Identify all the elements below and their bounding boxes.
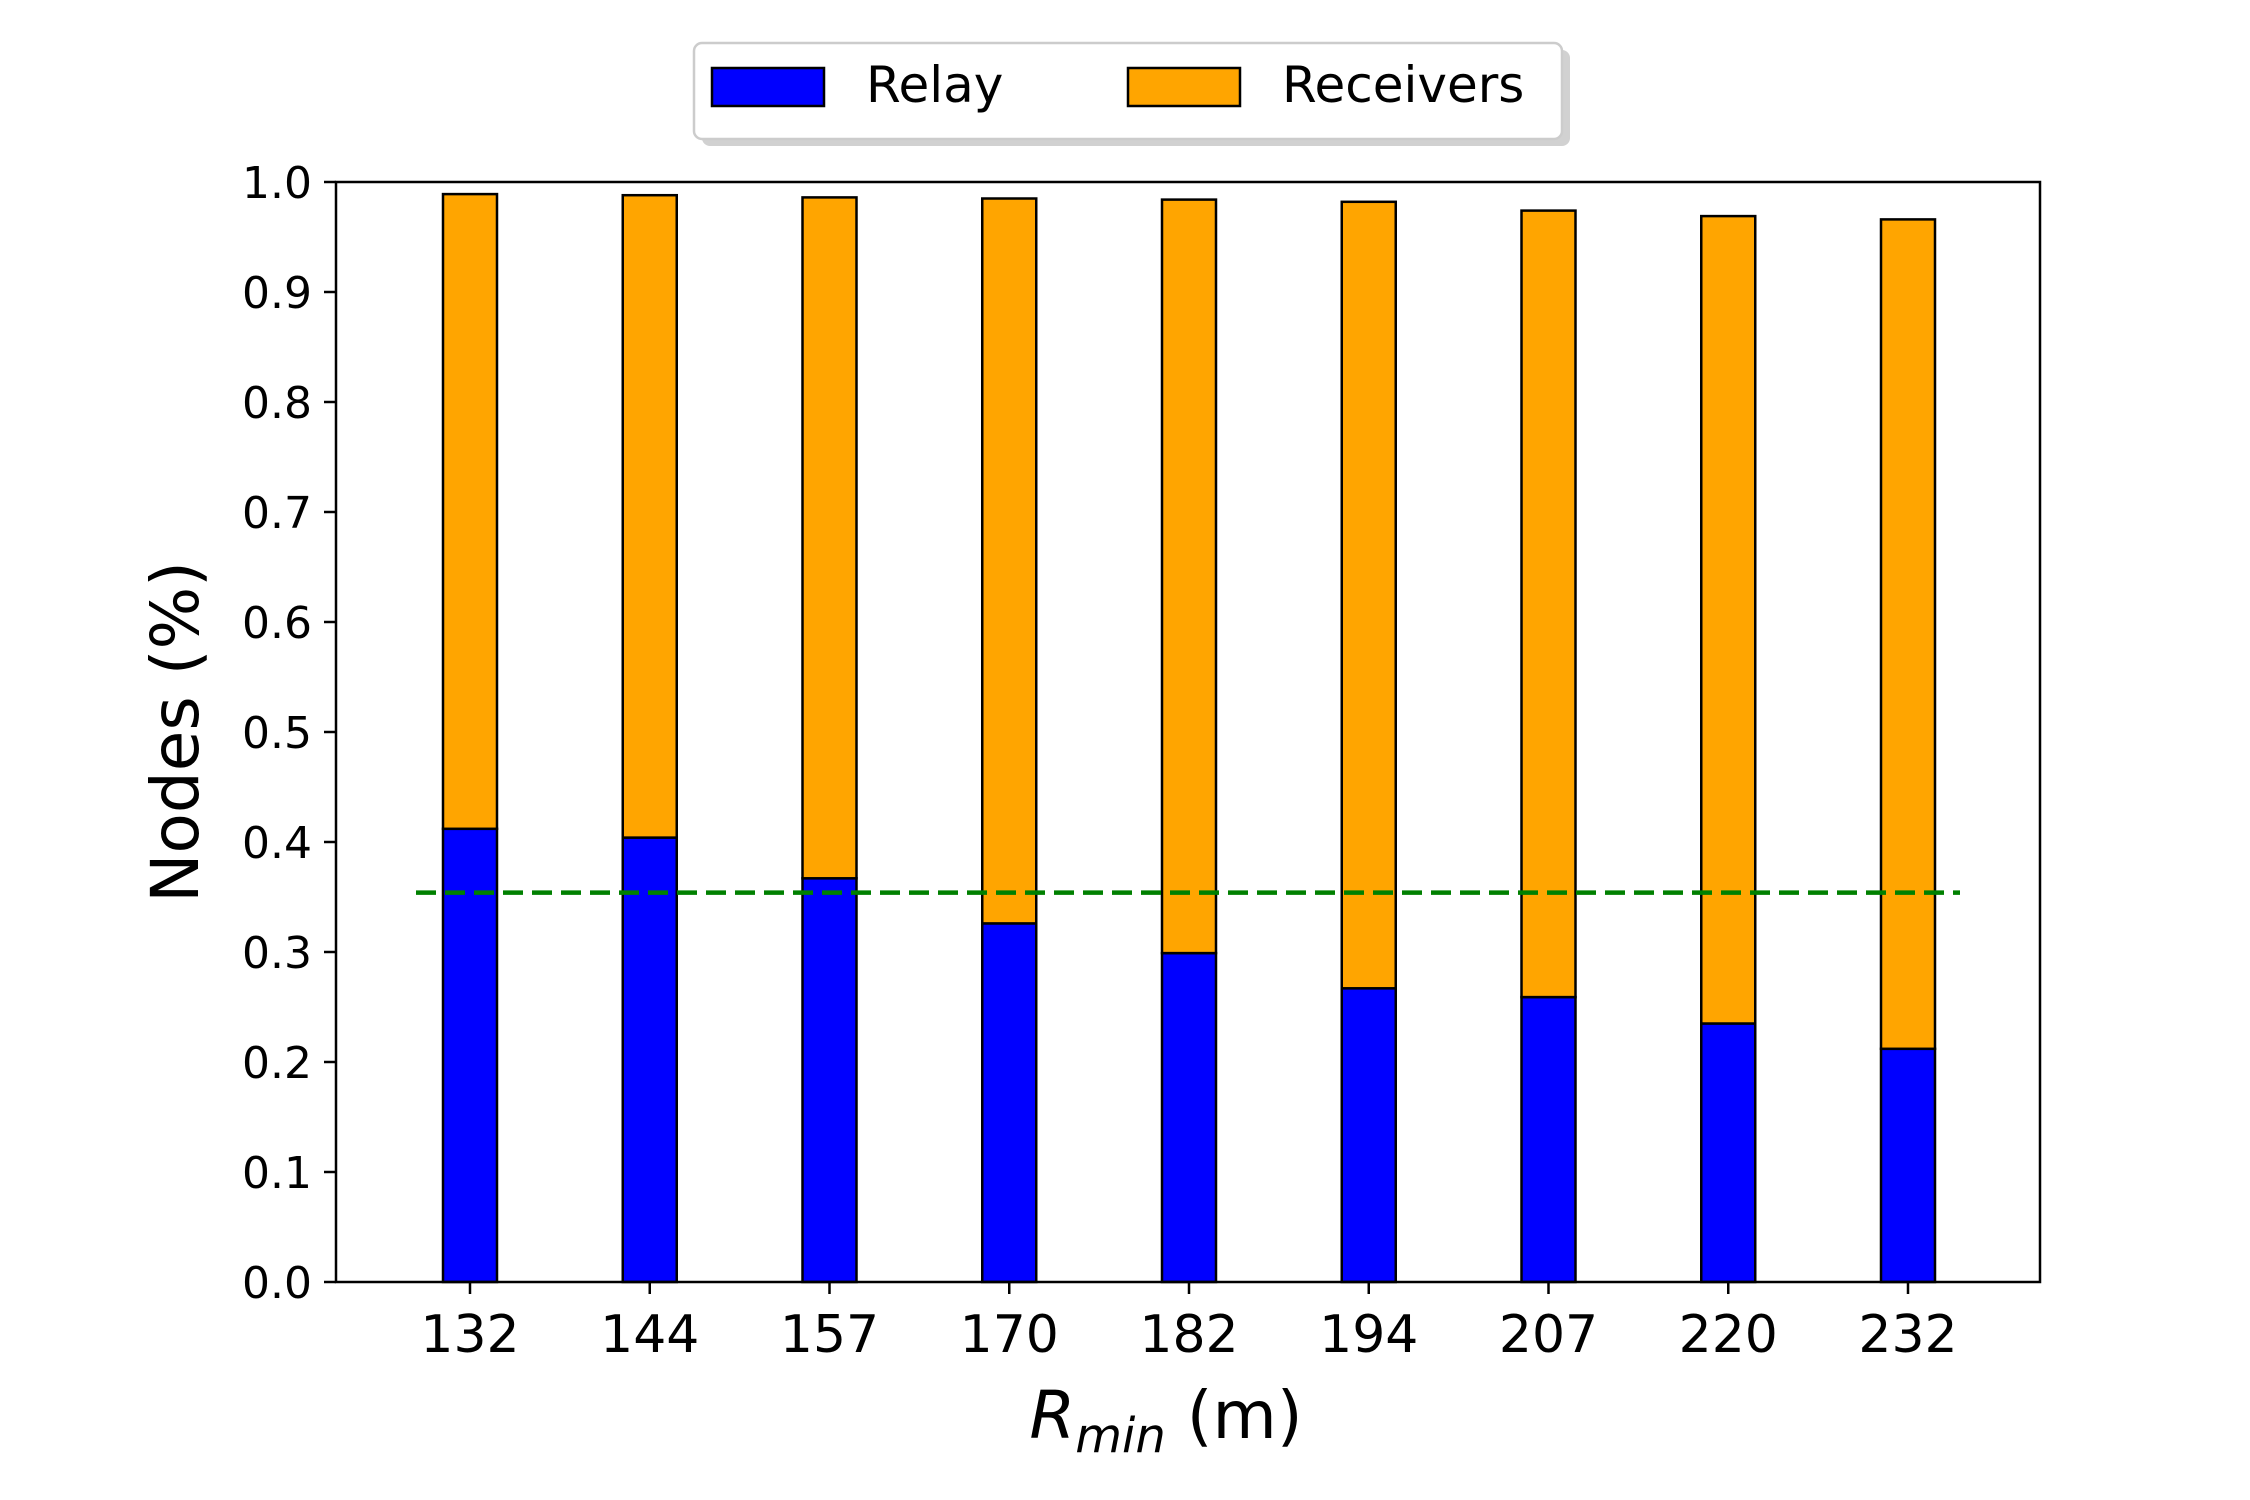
y-tick-label: 0.4 [242,818,312,869]
x-tick-label: 220 [1679,1305,1778,1365]
bar-relay-182 [1160,951,1218,1284]
bars-group [441,192,1937,1284]
legend-swatch-receivers [1126,66,1242,108]
bar-relay-157 [801,877,858,1284]
y-tick-label: 0.6 [242,598,312,649]
x-tick-label: 207 [1499,1305,1598,1365]
bar-relay-170 [981,922,1038,1284]
y-tick-label: 1.0 [242,158,312,209]
x-tick-label: 194 [1319,1305,1418,1365]
x-tick-label: 170 [960,1305,1059,1365]
legend-label-receivers: Receivers [1282,56,1524,114]
legend-swatch-relay [710,66,826,108]
bar-receivers-157 [801,196,858,880]
x-axis-label: Rmin (m) [1029,1377,1302,1464]
x-axis-label-symbol: R [1029,1377,1075,1454]
y-tick-label: 0.8 [242,378,312,429]
bar-relay-132 [441,827,499,1284]
y-axis-label: Nodes (%) [137,561,214,903]
bar-relay-220 [1700,1022,1757,1284]
bar-relay-232 [1879,1047,1937,1284]
y-tick-label: 0.9 [242,268,312,319]
y-tick-label: 0.2 [242,1038,312,1089]
x-axis-label-subscript: min [1075,1408,1166,1464]
y-tick-label: 0.3 [242,928,312,979]
bar-receivers-144 [621,193,678,839]
x-tick-label: 132 [420,1305,519,1365]
y-tick-label: 0.7 [242,488,312,539]
bar-receivers-182 [1160,198,1218,955]
bar-relay-144 [621,836,678,1284]
bar-relay-207 [1520,995,1577,1284]
y-tick-label: 0.1 [242,1148,312,1199]
bar-receivers-170 [981,197,1038,925]
x-tick-label: 144 [600,1305,699,1365]
legend-label-relay: Relay [866,56,1003,114]
x-axis: 132 144 157 170 182 194 207 220 232 [420,1282,1958,1365]
bar-relay-194 [1340,987,1397,1284]
bar-receivers-132 [441,192,499,831]
legend: Relay Receivers [692,41,1570,146]
x-tick-label: 232 [1858,1305,1957,1365]
bar-receivers-194 [1340,200,1397,990]
y-tick-label: 0.0 [242,1258,312,1309]
x-tick-label: 157 [780,1305,879,1365]
bar-receivers-232 [1879,218,1937,1051]
bar-receivers-220 [1700,214,1757,1025]
bar-receivers-207 [1520,209,1577,999]
y-tick-label: 0.5 [242,708,312,759]
x-axis-label-unit: (m) [1166,1377,1303,1454]
y-axis: 0.0 0.1 0.2 0.3 0.4 0.5 0.6 0.7 0.8 0.9 1.0 [242,158,336,1309]
x-tick-label: 182 [1139,1305,1238,1365]
